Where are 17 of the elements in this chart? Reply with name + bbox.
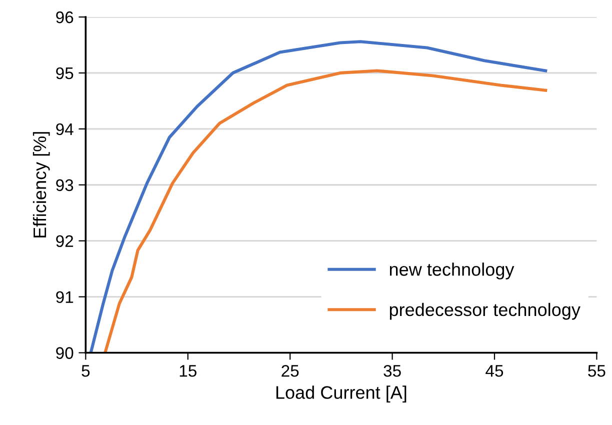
y-tick-label: 90: [56, 347, 74, 359]
y-tick-label: 96: [56, 11, 74, 24]
legend-label: new technology: [390, 262, 514, 280]
y-axis-title: Efficiency [%]: [32, 132, 50, 238]
x-tick-label: 35: [384, 364, 401, 377]
y-tick-label: 91: [56, 291, 74, 303]
x-axis-title: Load Current [A]: [276, 386, 406, 402]
y-tick-label: 94: [56, 123, 74, 136]
y-tick-label: 92: [56, 235, 74, 248]
x-tick-label: 5: [82, 365, 90, 377]
x-tick-label: 15: [180, 365, 196, 377]
y-tick-label: 95: [56, 67, 74, 80]
y-tick-label: 93: [56, 179, 74, 192]
x-tick-label: 25: [282, 364, 299, 377]
legend-label: predecessor technology: [390, 302, 580, 320]
x-tick-label: 45: [486, 365, 504, 377]
x-tick-label: 55: [588, 365, 606, 377]
